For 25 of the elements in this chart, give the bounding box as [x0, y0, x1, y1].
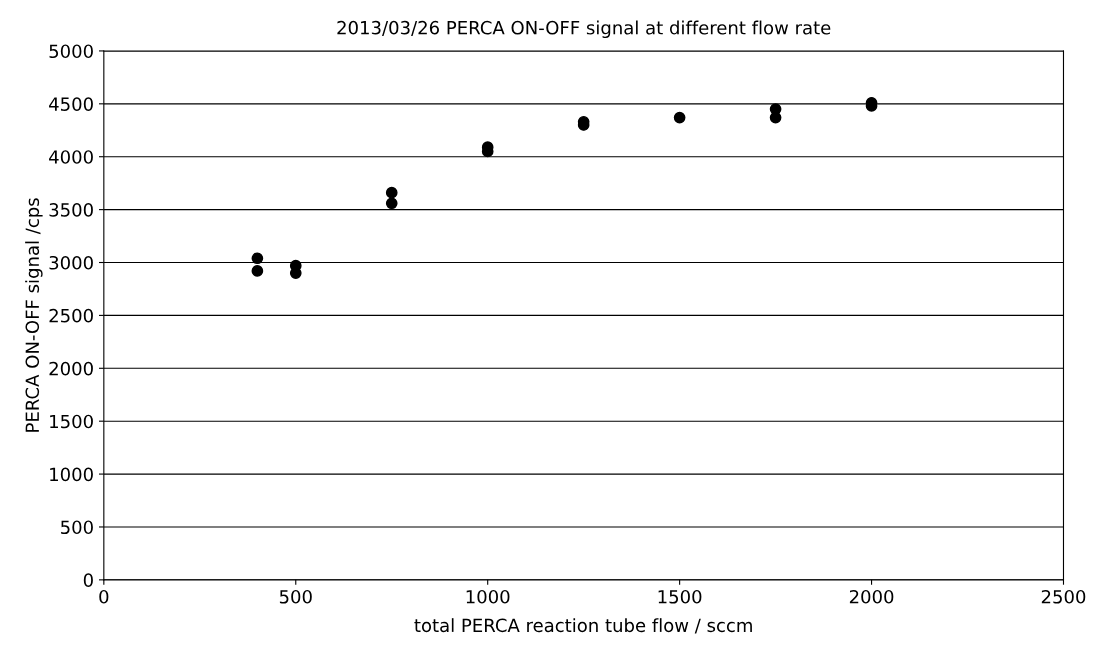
y-tick-label: 2000: [49, 361, 93, 376]
chart-title: 2013/03/26 PERCA ON-OFF signal at different flow rate: [337, 20, 831, 39]
x-axis-title: total PERCA reaction tube flow / sccm: [414, 618, 752, 634]
point: [251, 252, 264, 265]
point: [251, 265, 264, 277]
y-tick-label: 0: [83, 573, 93, 587]
y-tick-label: 500: [61, 520, 93, 535]
y-tick-label: 4500: [49, 97, 93, 111]
x-tick-label: 1500: [658, 589, 702, 604]
point: [673, 111, 686, 124]
y-tick-label: 2500: [49, 308, 93, 323]
y-tick-label: 3000: [49, 255, 93, 270]
y-tick-label: 5000: [49, 44, 93, 59]
y-tick-label: 1500: [50, 414, 93, 429]
y-tick-label: 3500: [49, 203, 93, 217]
x-tick-label: 0: [99, 589, 109, 604]
x-tick-label: 500: [279, 589, 312, 604]
x-tick-label: 2000: [849, 589, 894, 604]
point: [385, 186, 398, 199]
y-tick-label: 4000: [49, 150, 93, 164]
x-tick-label: 1000: [466, 589, 510, 604]
y-tick-label: 1000: [50, 467, 93, 482]
x-tick-label: 2500: [1041, 589, 1086, 604]
y-axis-title: PERCA ON-OFF signal /cps: [25, 198, 43, 432]
point: [385, 197, 398, 210]
